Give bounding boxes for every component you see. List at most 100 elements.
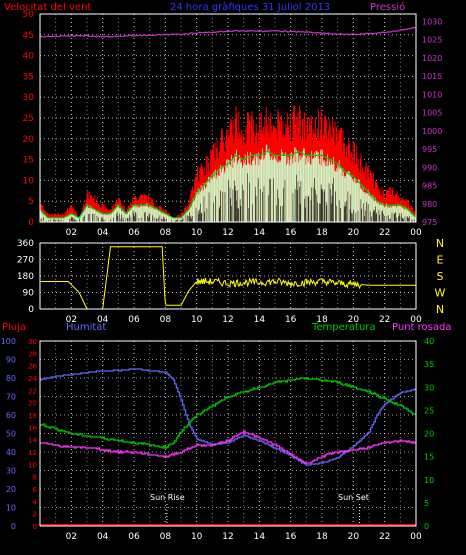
- humidity-y-tick-label: 30: [6, 467, 16, 476]
- x-tick-label: 22: [379, 228, 390, 238]
- humidity-line: [40, 368, 416, 466]
- panel-frame-3: [39, 340, 417, 527]
- wind-avg-line: [39, 150, 417, 219]
- temp-y-tick-label: 5: [424, 499, 429, 508]
- x-tick-label: 18: [316, 532, 328, 542]
- x-tick-label: 14: [254, 532, 266, 542]
- pressure-y-tick-label: 995: [422, 145, 437, 154]
- x-tick-label: 16: [285, 315, 297, 325]
- x-tick-label: 02: [66, 315, 77, 325]
- x-tick-label: 10: [191, 532, 203, 542]
- pressure-y-tick-label: 1005: [422, 109, 442, 118]
- humidity-y-tick-label: 70: [6, 393, 16, 402]
- rain-y-tick-label: 16: [28, 424, 37, 432]
- humidity-y-tick-label: 100: [1, 337, 16, 346]
- wind-y-tick-label: 25: [23, 114, 34, 124]
- rain-y-tick-label: 14: [28, 437, 37, 445]
- x-tick-label: 14: [254, 228, 266, 238]
- x-tick-label: 20: [348, 315, 360, 325]
- wind-y-tick-label: 40: [23, 52, 35, 62]
- direction-line: [40, 246, 416, 310]
- dewpoint-label: Punt rosada: [392, 322, 451, 333]
- humidity-y-tick-label: 60: [6, 411, 16, 420]
- temp-y-tick-label: 40: [424, 337, 434, 346]
- x-tick-label: 06: [128, 315, 140, 325]
- rain-y-tick-label: 8: [33, 474, 37, 482]
- pressure-axis-title: Pressió: [370, 1, 405, 13]
- x-tick-label: 02: [66, 228, 77, 238]
- x-tick-label: 08: [160, 315, 172, 325]
- x-tick-label: 20: [348, 228, 360, 238]
- compass-label: S: [437, 270, 444, 283]
- wind-y-tick-label: 0: [28, 218, 34, 228]
- wind-y-tick-label: 30: [23, 93, 35, 103]
- compass-label: W: [435, 287, 446, 300]
- rain-y-tick-label: 2: [33, 511, 37, 519]
- x-tick-label: 16: [285, 532, 297, 542]
- x-tick-label: 06: [128, 532, 140, 542]
- rain-label: Pluja: [2, 322, 26, 333]
- temperature-line: [40, 377, 416, 449]
- temp-y-tick-label: 10: [424, 476, 434, 485]
- x-tick-label: 12: [222, 532, 233, 542]
- x-tick-label: 22: [379, 532, 390, 542]
- temp-y-tick-label: 20: [424, 430, 434, 439]
- direction-y-tick-label: 270: [17, 256, 34, 266]
- wind-y-tick-label: 45: [23, 31, 34, 41]
- temp-y-tick-label: 25: [424, 406, 434, 415]
- pressure-y-tick-label: 1010: [422, 90, 442, 99]
- pressure-y-tick-label: 990: [422, 163, 437, 172]
- x-tick-label: 04: [97, 315, 109, 325]
- wind-axis-title: Velocitat del vent: [4, 2, 91, 13]
- x-tick-label: 04: [97, 532, 109, 542]
- rain-y-tick-label: 12: [28, 449, 37, 457]
- pressure-y-tick-label: 975: [422, 218, 437, 227]
- compass-label: N: [436, 303, 444, 316]
- direction-y-tick-label: 90: [23, 289, 35, 299]
- humidity-y-tick-label: 40: [6, 448, 16, 457]
- humidity-y-tick-label: 80: [6, 374, 16, 383]
- panel-frame-2: [39, 242, 417, 310]
- pressure-y-tick-label: 1020: [422, 54, 442, 63]
- temp-y-tick-label: 15: [424, 453, 434, 462]
- dewpoint-line: [40, 430, 417, 464]
- temp-y-tick-label: 30: [424, 383, 434, 392]
- pressure-line: [39, 26, 417, 38]
- x-tick-label: 00: [410, 532, 422, 542]
- rain-y-tick-label: 24: [28, 375, 37, 383]
- x-tick-label: 12: [222, 228, 233, 238]
- humidity-y-tick-label: 20: [6, 485, 16, 494]
- panel-frame-1: [39, 13, 417, 223]
- compass-label: N: [436, 237, 444, 250]
- x-tick-label: 08: [160, 228, 172, 238]
- x-tick-label: 16: [285, 228, 297, 238]
- rain-y-tick-label: 30: [28, 338, 37, 346]
- x-tick-label: 00: [410, 228, 422, 238]
- x-tick-label: 02: [66, 532, 77, 542]
- x-tick-label: 10: [191, 228, 203, 238]
- x-tick-label: 10: [191, 315, 203, 325]
- temp-y-tick-label: 35: [424, 360, 434, 369]
- sunrise-label: Sun Rise: [150, 493, 185, 502]
- humidity-y-tick-label: 90: [6, 356, 16, 365]
- rain-y-tick-label: 0: [33, 523, 37, 531]
- x-tick-label: 14: [254, 315, 266, 325]
- temperature-label: Temperatura: [311, 322, 376, 333]
- direction-y-tick-label: 360: [17, 239, 34, 249]
- rain-y-tick-label: 28: [28, 350, 37, 358]
- humidity-y-tick-label: 50: [6, 430, 16, 439]
- pressure-y-tick-label: 1025: [422, 36, 442, 45]
- rain-y-tick-label: 10: [28, 461, 37, 469]
- humidity-y-tick-label: 0: [11, 522, 16, 531]
- wind-y-tick-label: 5: [28, 197, 34, 207]
- x-tick-label: 12: [222, 315, 233, 325]
- direction-y-tick-label: 180: [17, 272, 34, 282]
- rain-y-tick-label: 6: [33, 486, 38, 494]
- x-tick-label: 00: [410, 315, 422, 325]
- x-tick-label: 18: [316, 228, 328, 238]
- rain-y-tick-label: 20: [28, 400, 37, 408]
- x-tick-label: 06: [128, 228, 140, 238]
- temp-y-tick-label: 0: [424, 522, 429, 531]
- x-tick-label: 22: [379, 315, 390, 325]
